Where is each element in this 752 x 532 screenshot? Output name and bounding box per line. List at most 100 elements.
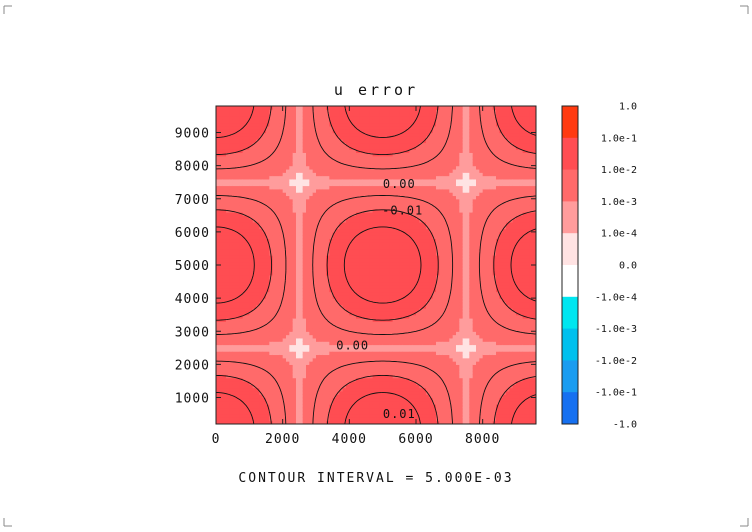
heatmap-cell — [292, 155, 297, 160]
heatmap-cell — [336, 129, 340, 134]
heatmap-cell — [259, 172, 264, 177]
heatmap-cell — [262, 410, 267, 415]
heatmap-cell — [336, 357, 340, 362]
heatmap-cell — [386, 367, 390, 372]
heatmap-cell — [339, 175, 344, 180]
heatmap-cell — [319, 341, 324, 346]
heatmap-cell — [366, 357, 370, 362]
heatmap-cell — [226, 367, 230, 372]
heatmap-cell — [292, 255, 297, 259]
heatmap-cell — [219, 159, 224, 163]
heatmap-cell — [299, 115, 304, 120]
heatmap-cell — [342, 235, 347, 240]
heatmap-cell — [229, 397, 234, 402]
heatmap-cell — [292, 109, 297, 114]
heatmap-cell — [359, 195, 364, 200]
heatmap-cell — [349, 364, 354, 369]
heatmap-cell — [266, 159, 270, 163]
heatmap-cell — [359, 122, 364, 127]
heatmap-cell — [242, 268, 247, 273]
heatmap-cell — [366, 301, 370, 306]
heatmap-cell — [349, 248, 354, 253]
heatmap-cell — [322, 417, 327, 422]
heatmap-cell — [322, 135, 327, 140]
heatmap-cell — [372, 178, 377, 183]
heatmap-cell — [336, 241, 340, 246]
heatmap-cell — [332, 106, 337, 110]
heatmap-cell — [319, 281, 324, 286]
heatmap-cell — [216, 165, 220, 170]
heatmap-cell — [292, 271, 297, 276]
heatmap-cell — [386, 308, 390, 312]
heatmap-cell — [246, 327, 250, 332]
heatmap-cell — [269, 172, 274, 177]
heatmap-cell — [296, 271, 300, 276]
heatmap-cell — [232, 188, 237, 193]
heatmap-cell — [262, 235, 267, 240]
heatmap-cell — [356, 122, 360, 127]
heatmap-cell — [262, 119, 267, 124]
heatmap-cell — [362, 298, 367, 303]
heatmap-cell — [312, 327, 317, 332]
heatmap-cell — [242, 404, 247, 409]
heatmap-cell — [369, 132, 374, 137]
heatmap-cell — [252, 298, 257, 303]
heatmap-cell — [226, 112, 230, 117]
heatmap-cell — [266, 294, 270, 299]
heatmap-cell — [262, 390, 267, 395]
heatmap-cell — [349, 172, 354, 177]
heatmap-cell — [256, 125, 260, 130]
heatmap-cell — [236, 139, 240, 144]
heatmap-cell — [366, 404, 370, 409]
heatmap-cell — [236, 145, 240, 150]
heatmap-cell — [286, 212, 290, 216]
heatmap-cell — [252, 245, 257, 250]
heatmap-cell — [339, 327, 344, 332]
heatmap-cell — [229, 410, 234, 415]
heatmap-cell — [289, 265, 294, 269]
heatmap-cell — [359, 291, 364, 296]
heatmap-cell — [269, 175, 274, 180]
heatmap-cell — [372, 155, 377, 160]
heatmap-cell — [309, 407, 314, 412]
heatmap-cell — [286, 155, 290, 160]
heatmap-cell — [329, 168, 334, 173]
heatmap-cell — [306, 321, 310, 326]
heatmap-cell — [309, 145, 314, 150]
heatmap-cell — [249, 258, 254, 263]
heatmap-cell — [239, 380, 244, 385]
heatmap-cell — [362, 268, 367, 273]
heatmap-cell — [322, 407, 327, 412]
heatmap-cell — [386, 374, 390, 379]
heatmap-cell — [222, 324, 227, 329]
heatmap-cell — [302, 364, 307, 369]
heatmap-cell — [319, 265, 324, 269]
heatmap-cell — [382, 265, 387, 269]
heatmap-cell — [262, 364, 267, 369]
heatmap-cell — [312, 165, 317, 170]
heatmap-cell — [322, 119, 327, 124]
heatmap-cell — [316, 337, 320, 342]
heatmap-cell — [356, 172, 360, 177]
heatmap-cell — [302, 149, 307, 153]
heatmap-cell — [312, 380, 317, 385]
heatmap-cell — [326, 208, 330, 213]
heatmap-cell — [216, 404, 220, 409]
heatmap-cell — [252, 208, 257, 213]
heatmap-cell — [329, 294, 334, 299]
heatmap-cell — [249, 298, 254, 303]
heatmap-cell — [302, 294, 307, 299]
heatmap-cell — [382, 221, 387, 226]
heatmap-cell — [236, 261, 240, 266]
heatmap-cell — [246, 261, 250, 266]
heatmap-cell — [309, 129, 314, 134]
heatmap-cell — [386, 397, 390, 402]
heatmap-cell — [366, 268, 370, 273]
heatmap-cell — [222, 265, 227, 269]
heatmap-cell — [312, 178, 317, 183]
heatmap-cell — [332, 294, 337, 299]
heatmap-cell — [346, 341, 350, 346]
heatmap-cell — [256, 238, 260, 243]
heatmap-cell — [336, 228, 340, 233]
heatmap-cell — [256, 135, 260, 140]
